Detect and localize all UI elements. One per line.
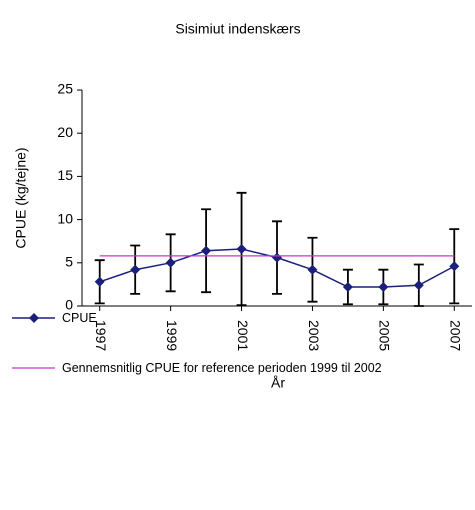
chart-title: Sisimiut indenskærs xyxy=(175,21,300,37)
data-point xyxy=(201,245,212,256)
data-point xyxy=(236,243,247,254)
x-tick-label: 2001 xyxy=(235,320,251,351)
data-point xyxy=(130,264,141,275)
x-tick-label: 1997 xyxy=(93,320,109,351)
y-axis-label: CPUE (kg/tejne) xyxy=(13,147,29,248)
legend-marker xyxy=(29,313,39,323)
x-axis-label: År xyxy=(271,375,285,391)
x-tick-label: 2003 xyxy=(306,320,322,351)
x-tick-label: 2007 xyxy=(448,320,464,351)
data-point xyxy=(449,261,460,272)
legend-label: Gennemsnitlig CPUE for reference periode… xyxy=(62,361,382,375)
legend-label: CPUE xyxy=(62,311,97,325)
y-tick-label: 0 xyxy=(65,297,73,313)
data-point xyxy=(94,276,105,287)
data-point xyxy=(165,257,176,268)
y-tick-label: 25 xyxy=(57,81,73,97)
x-tick-label: 1999 xyxy=(164,320,180,351)
y-tick-label: 15 xyxy=(57,167,73,183)
y-tick-label: 10 xyxy=(57,210,73,226)
data-point xyxy=(342,281,353,292)
x-tick-label: 2005 xyxy=(377,320,393,351)
data-point xyxy=(413,280,424,291)
data-point xyxy=(307,264,318,275)
y-tick-label: 5 xyxy=(65,254,73,270)
data-point xyxy=(272,252,282,263)
data-point xyxy=(378,281,389,292)
y-tick-label: 20 xyxy=(57,124,73,140)
